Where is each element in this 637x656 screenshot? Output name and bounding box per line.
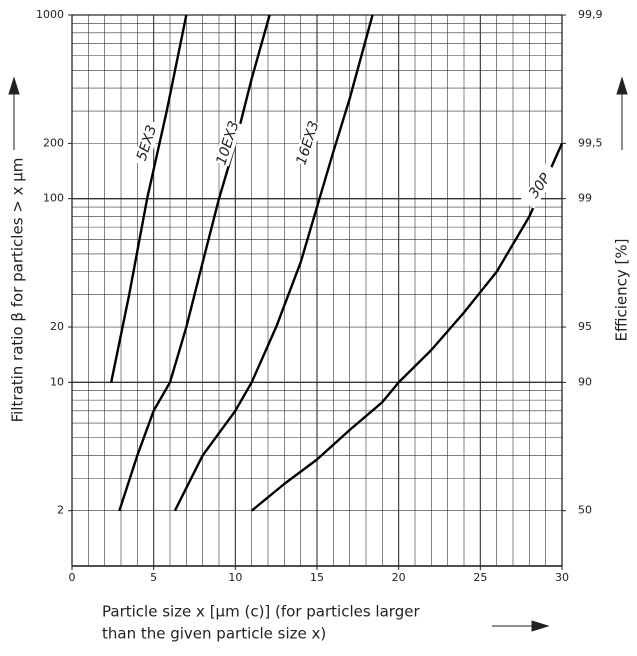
y2-tick-label: 90 xyxy=(578,375,592,388)
x-tick-label: 15 xyxy=(310,571,324,584)
label-bg xyxy=(132,119,162,167)
x-tick-label: 20 xyxy=(392,571,406,584)
series-label: 16EX3 xyxy=(293,119,322,167)
x-tick-label: 10 xyxy=(228,571,242,584)
y-tick-label: 2 xyxy=(57,504,64,517)
label-bg xyxy=(520,163,560,209)
x-axis-label: Particle size x [µm (c)] (for particles … xyxy=(102,603,420,621)
series-line xyxy=(173,14,374,512)
y-tick-label: 200 xyxy=(43,136,64,149)
y2-tick-label: 99,5 xyxy=(578,136,603,149)
y2-tick-label: 99,9 xyxy=(578,8,603,21)
series-label: 10EX3 xyxy=(213,119,242,167)
y-axis-label: Filtratin ratio β for particles > x µm xyxy=(9,158,27,423)
y2-tick-label: 50 xyxy=(578,504,592,517)
x-tick-label: 25 xyxy=(473,571,487,584)
y-tick-label: 1000 xyxy=(36,8,64,21)
y-tick-label: 100 xyxy=(43,192,64,205)
x-tick-label: 30 xyxy=(555,571,569,584)
series-line xyxy=(250,142,564,512)
series-line xyxy=(118,14,271,512)
arrow xyxy=(8,76,628,632)
label-bg xyxy=(293,119,323,167)
x-axis-label: than the given particle size x) xyxy=(102,625,326,643)
y2-tick-label: 99 xyxy=(578,192,592,205)
y2-axis-label: Efficiency [%] xyxy=(613,239,631,342)
x-tick-label: 0 xyxy=(69,571,76,584)
label-bg xyxy=(213,119,243,167)
y2-tick-label: 95 xyxy=(578,320,592,333)
y-tick-label: 20 xyxy=(50,320,64,333)
series-line xyxy=(110,14,188,383)
y-tick-label: 10 xyxy=(50,375,64,388)
x-tick-label: 5 xyxy=(150,571,157,584)
